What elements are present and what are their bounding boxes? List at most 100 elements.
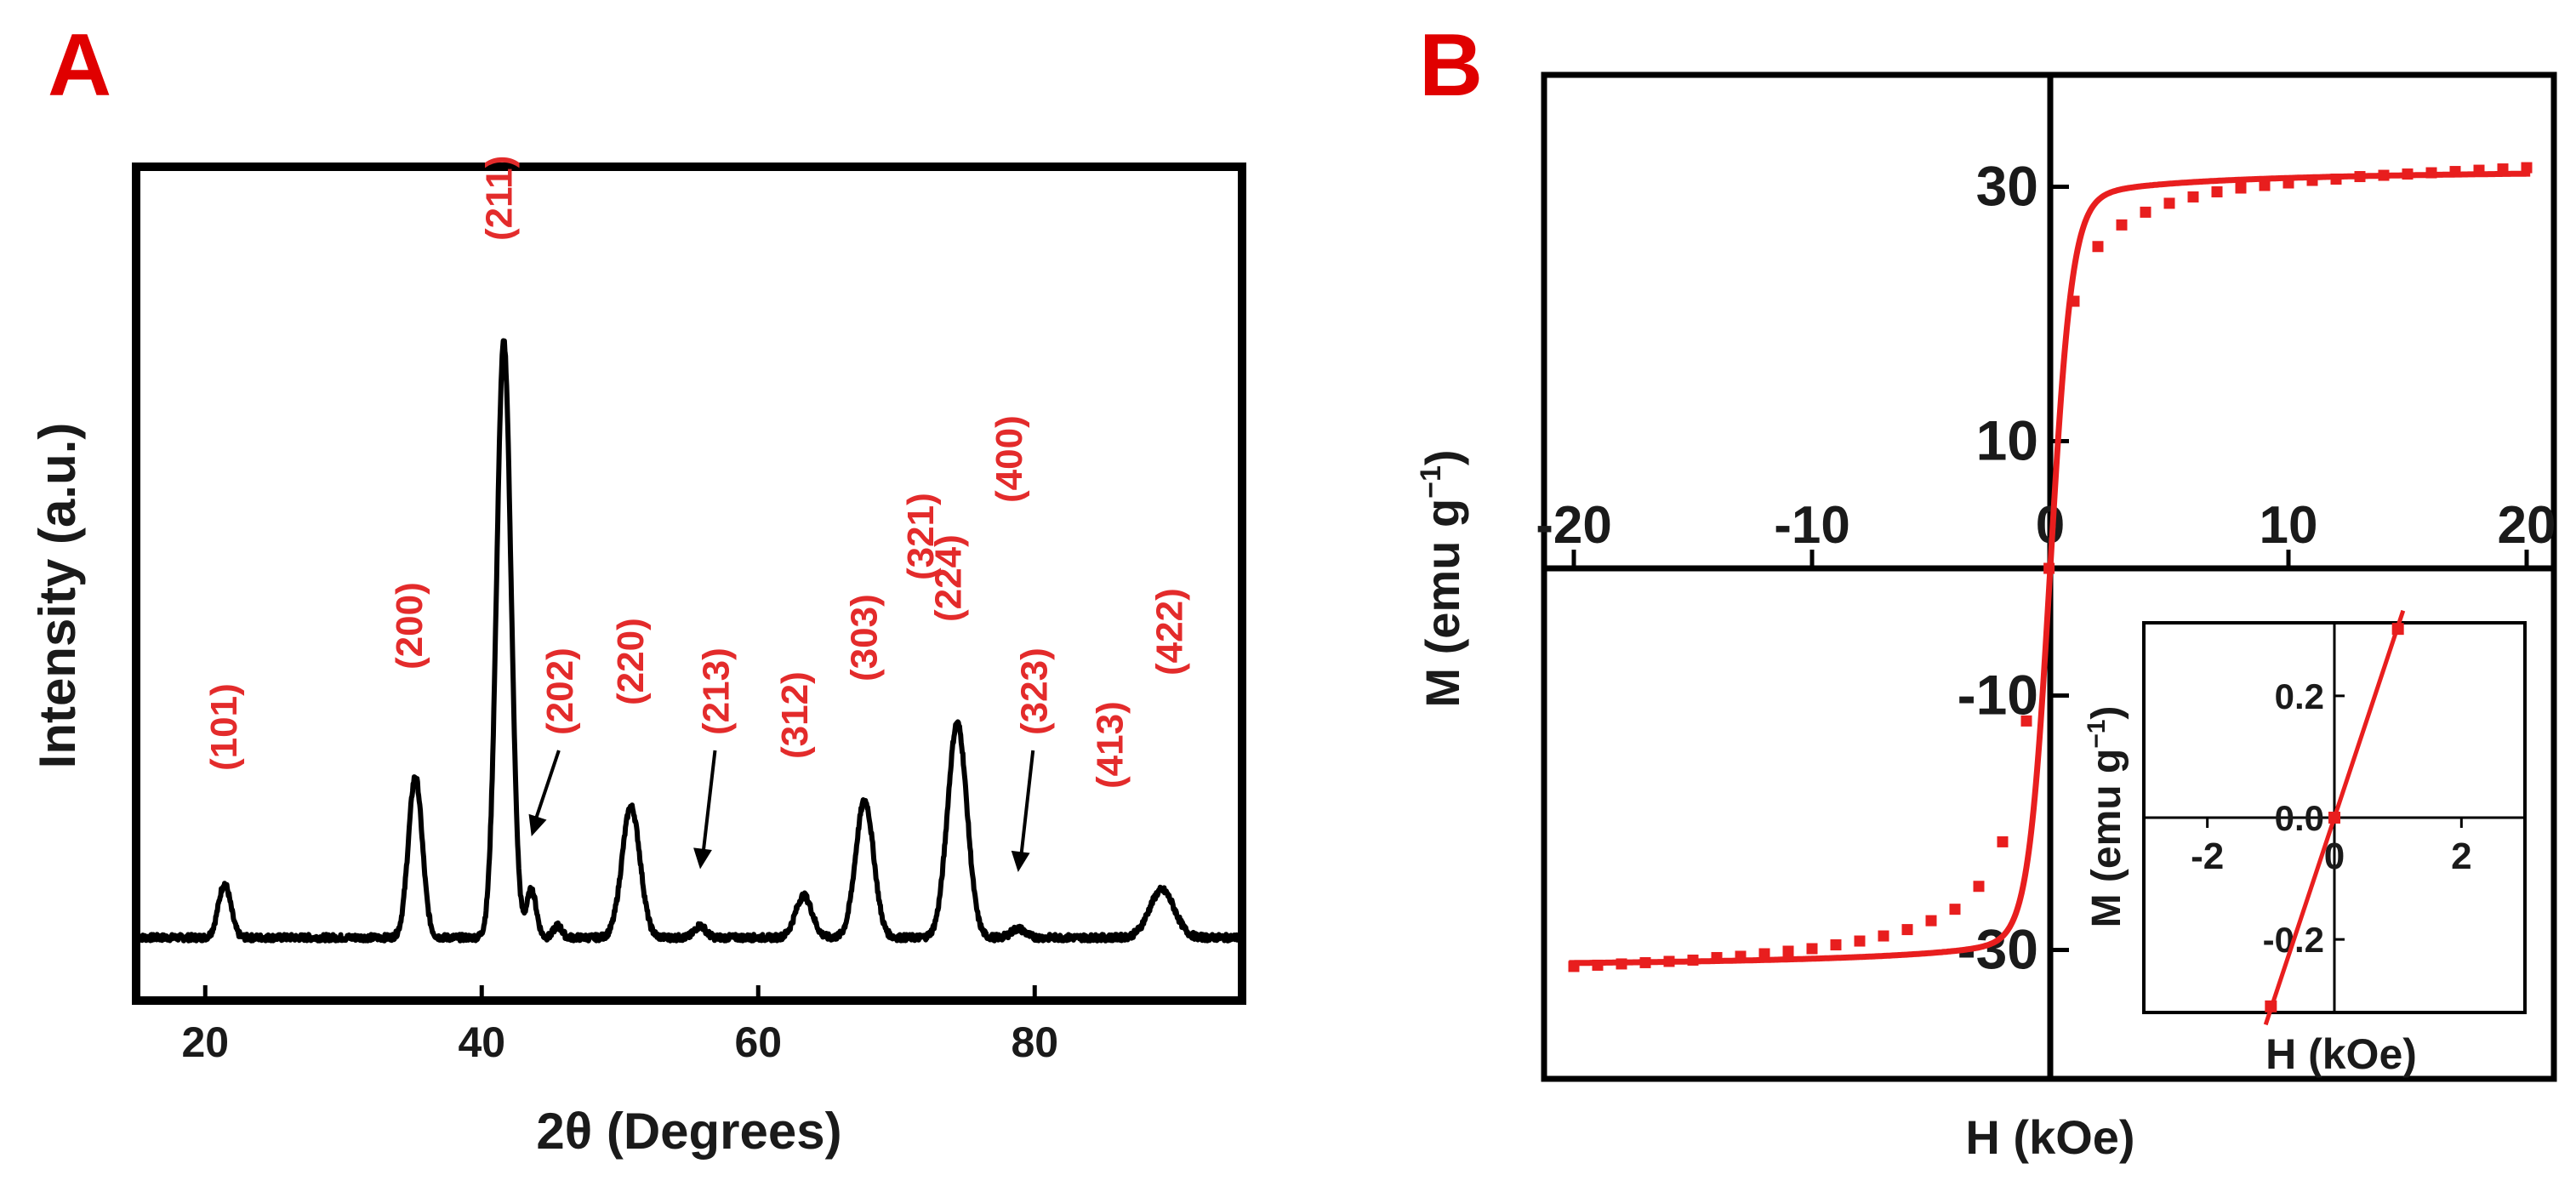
xrd-x-tick-label: 80 <box>1011 1018 1058 1066</box>
xrd-chart: 20 40 60 80 (101)(200)(211)(202) (220) (213)(… <box>29 156 1246 1160</box>
xrd-x-tick-label: 60 <box>734 1018 782 1066</box>
xrd-x-ticks: 20 40 60 80 <box>181 985 1058 1066</box>
inset-y-axis-title-sup: −1 <box>2083 720 2111 749</box>
mh-data-point <box>1878 930 1889 942</box>
mh-y-tick-label: 10 <box>1976 409 2038 472</box>
mh-x-axis-title: H (kOe) <box>1965 1110 2134 1164</box>
xrd-x-tick-label: 20 <box>181 1018 229 1066</box>
xrd-peak-arrowhead <box>693 847 712 870</box>
mh-y-tick-label: 30 <box>1976 155 2038 218</box>
xrd-pattern-line <box>136 338 1241 944</box>
xrd-peak-label: (312) <box>774 671 816 759</box>
xrd-peak-label: (101) <box>203 683 245 771</box>
mh-data-point <box>1735 950 1747 962</box>
mh-data-point <box>2235 182 2247 194</box>
mh-data-point <box>1997 836 2009 847</box>
mh-data-point <box>2140 206 2151 218</box>
mh-data-point <box>1639 956 1651 968</box>
mh-loop-line <box>1567 170 2533 967</box>
panel-b-letter: B <box>1419 16 1483 115</box>
mh-data-point <box>1663 955 1675 967</box>
xrd-y-axis-title: Intensity (a.u.) <box>29 423 86 769</box>
xrd-peak-arrow <box>532 750 561 825</box>
inset-data-point <box>2391 623 2404 636</box>
mh-data-point <box>2497 163 2509 175</box>
mh-x-tick-label: 10 <box>2260 496 2318 555</box>
xrd-peak-arrow <box>701 750 717 858</box>
mh-data-point <box>2259 180 2271 191</box>
inset-x-tick-label: 2 <box>2451 836 2471 877</box>
inset-data-point <box>2328 812 2340 824</box>
mh-x-tick-label: -10 <box>1774 496 1850 555</box>
xrd-plot-frame <box>132 163 1246 1005</box>
inset-y-axis-title-main: M (emu g <box>2084 749 2129 928</box>
panel-a-letter: A <box>48 16 111 115</box>
mh-data-point <box>2306 174 2318 186</box>
mh-inset: -2 0 20.20.0-0.2 H (kOe) M (emu g−1) <box>2083 609 2527 1078</box>
xrd-peak-arrow <box>1018 750 1035 861</box>
mh-data-point <box>2354 171 2366 183</box>
mh-data-point <box>1830 939 1842 951</box>
mh-data-point <box>2068 295 2080 307</box>
xrd-peak-label: (200) <box>389 582 430 670</box>
mh-data-point <box>1973 881 1985 893</box>
mh-x-tick-label: -20 <box>1536 496 1612 555</box>
mh-data-point <box>1949 904 1961 915</box>
mh-data-point <box>1616 958 1627 970</box>
xrd-peak-label: (422) <box>1149 588 1191 676</box>
xrd-peak-labels: (101) (200) (211) (202) (220) (213) (312) (303)… <box>203 156 1191 872</box>
mh-data-point <box>1782 945 1794 957</box>
mh-data-point <box>2163 197 2175 209</box>
xrd-peak-label: (400) <box>989 415 1030 503</box>
mh-data-point <box>2449 166 2461 178</box>
mh-data-point <box>1925 915 1937 927</box>
mh-data-point <box>2473 164 2485 176</box>
mh-data-point <box>2116 219 2128 231</box>
mh-data-point <box>2378 169 2390 181</box>
inset-y-axis-title: M (emu g−1) <box>2083 706 2129 928</box>
mh-data-point <box>2521 162 2533 174</box>
mh-data-point <box>2020 715 2032 727</box>
mh-data-point <box>1806 943 1818 955</box>
inset-markers <box>2265 623 2404 1012</box>
mh-data-point <box>1901 924 1913 936</box>
mh-data-point <box>2282 177 2294 189</box>
mh-loop-markers <box>1568 162 2533 972</box>
mh-y-axis-title-sup: −1 <box>1415 465 1447 499</box>
mh-x-tick-label: 20 <box>2498 496 2556 555</box>
mh-data-point <box>2425 167 2437 179</box>
mh-data-point <box>2330 174 2342 185</box>
xrd-peak-label: (321) <box>900 493 942 580</box>
xrd-peak-label: (213) <box>696 647 738 735</box>
inset-data-point <box>2265 1000 2277 1012</box>
mh-data-point <box>1568 961 1580 972</box>
xrd-x-tick-label: 40 <box>458 1018 505 1066</box>
xrd-peak-label: (211) <box>478 156 520 241</box>
xrd-x-axis-title: 2θ (Degrees) <box>536 1103 841 1160</box>
xrd-peak-arrowhead <box>528 813 547 836</box>
mh-y-axis-title-close: ) <box>1416 449 1469 465</box>
mh-data-point <box>1711 951 1723 963</box>
mh-data-point <box>1854 935 1866 947</box>
inset-x-tick-label: -2 <box>2191 836 2224 877</box>
mh-data-point <box>1687 954 1699 966</box>
mh-data-point <box>2092 241 2104 253</box>
mh-y-axis-title: M (emu g−1) <box>1415 449 1469 707</box>
mh-data-point <box>2402 168 2414 180</box>
mh-y-axis-title-main: M (emu g <box>1416 499 1469 708</box>
inset-x-axis-title: H (kOe) <box>2265 1030 2417 1078</box>
inset-y-axis-title-close: ) <box>2084 706 2129 720</box>
inset-y-tick-label: 0.0 <box>2275 798 2324 838</box>
inset-y-tick-label: 0.2 <box>2275 676 2324 716</box>
xrd-peak-label: (413) <box>1090 701 1131 789</box>
xrd-peak-label: (202) <box>539 647 581 735</box>
xrd-peak-label: (303) <box>843 594 885 682</box>
mh-data-point <box>2187 191 2199 202</box>
xrd-peak-label: (323) <box>1013 647 1055 735</box>
xrd-peak-label: (224) <box>928 534 970 622</box>
mh-data-point <box>2043 562 2055 574</box>
mh-data-point <box>1758 948 1770 960</box>
xrd-peak-arrowhead <box>1011 850 1030 872</box>
